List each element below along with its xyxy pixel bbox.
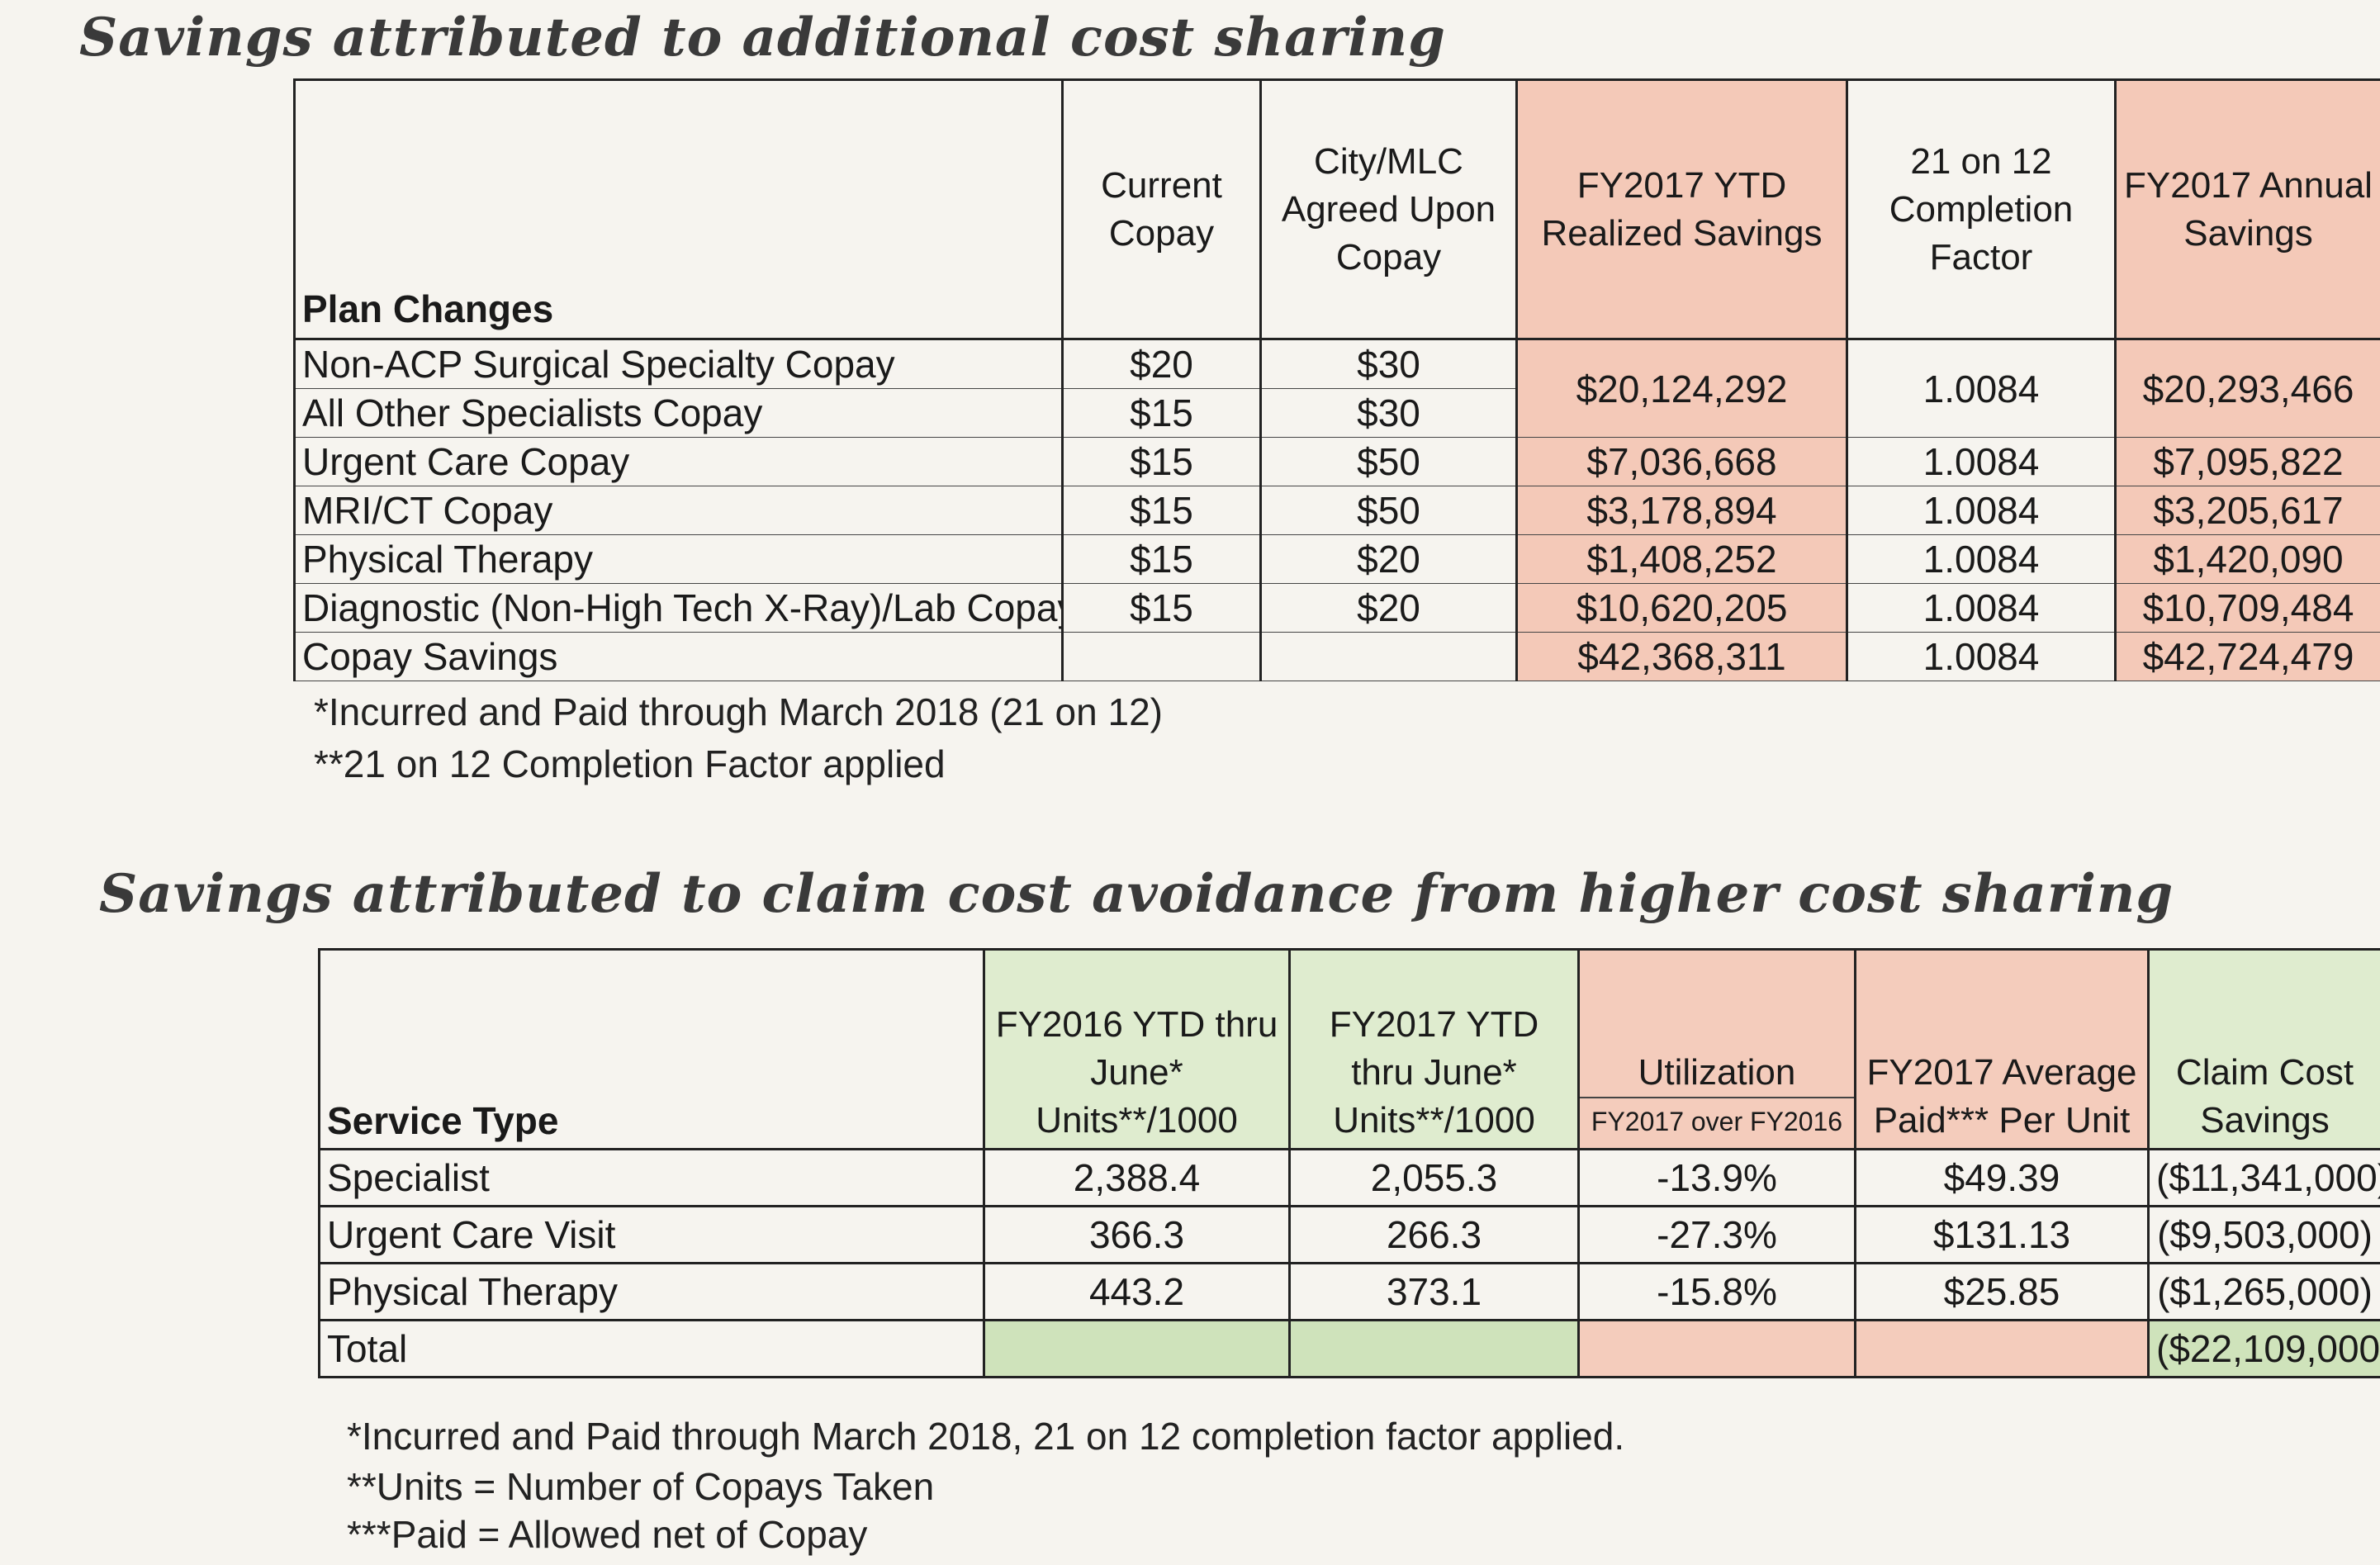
ytd-savings-cell: $20,124,292 bbox=[1515, 339, 1848, 438]
annual-savings-cell: $7,095,822 bbox=[2114, 437, 2380, 486]
avg-paid-cell: $49.39 bbox=[1854, 1148, 2150, 1207]
utilization-cell: -27.3% bbox=[1577, 1205, 1856, 1264]
section2-title: Savings attributed to claim cost avoidan… bbox=[99, 863, 2174, 925]
avg-paid-cell: $25.85 bbox=[1854, 1262, 2150, 1321]
utilization-cell: -15.8% bbox=[1577, 1262, 1856, 1321]
utilization-title: Utilization bbox=[1638, 1052, 1796, 1093]
table-header-row: Service Type FY2016 YTD thru June* Units… bbox=[318, 948, 2380, 1150]
annual-savings-cell: $10,709,484 bbox=[2114, 583, 2380, 633]
utilization-cell: -13.9% bbox=[1577, 1148, 1856, 1207]
plan-change-label: MRI/CT Copay bbox=[293, 486, 1064, 535]
completion-factor-cell: 1.0084 bbox=[1846, 632, 2117, 681]
plan-change-label: Non-ACP Surgical Specialty Copay bbox=[293, 339, 1064, 389]
ytd-savings-total: $42,368,311 bbox=[1515, 632, 1848, 681]
agreed-copay-cell: $20 bbox=[1259, 534, 1518, 584]
current-copay-cell: $15 bbox=[1061, 437, 1262, 486]
annual-savings-cell: $20,293,466 bbox=[2114, 339, 2380, 438]
plan-change-label: Urgent Care Copay bbox=[293, 437, 1064, 486]
fy2016-cell: 366.3 bbox=[983, 1205, 1291, 1264]
table-row-total: Total ($22,109,000) bbox=[318, 1319, 2380, 1378]
footnote: **Units = Number of Copays Taken bbox=[347, 1465, 935, 1508]
current-copay-cell: $15 bbox=[1061, 388, 1262, 438]
avg-paid-cell bbox=[1854, 1319, 2150, 1378]
fy2017-cell: 266.3 bbox=[1288, 1205, 1580, 1264]
annual-savings-cell: $3,205,617 bbox=[2114, 486, 2380, 535]
ytd-savings-header: FY2017 YTD Realized Savings bbox=[1515, 78, 1848, 340]
claim-savings-cell: ($1,265,000) bbox=[2147, 1262, 2380, 1321]
fy2016-header: FY2016 YTD thru June* Units**/1000 bbox=[983, 948, 1291, 1150]
table-row: Physical Therapy 443.2 373.1 -15.8% $25.… bbox=[318, 1262, 2380, 1321]
utilization-subtitle: FY2017 over FY2016 bbox=[1581, 1097, 1853, 1145]
annual-savings-total: $42,724,479 bbox=[2114, 632, 2380, 681]
agreed-copay-cell: $20 bbox=[1259, 583, 1518, 633]
ytd-savings-cell: $7,036,668 bbox=[1515, 437, 1848, 486]
current-copay-header: Current Copay bbox=[1061, 78, 1262, 340]
fy2016-cell: 2,388.4 bbox=[983, 1148, 1291, 1207]
footnote: *Incurred and Paid through March 2018 (2… bbox=[314, 690, 1163, 733]
table-row: Physical Therapy $15 $20 $1,408,252 1.00… bbox=[293, 534, 2380, 584]
service-type-cell: Specialist bbox=[318, 1148, 985, 1207]
section1-title: Savings attributed to additional cost sh… bbox=[79, 7, 1446, 69]
fy2017-cell bbox=[1288, 1319, 1580, 1378]
table-row: MRI/CT Copay $15 $50 $3,178,894 1.0084 $… bbox=[293, 486, 2380, 535]
plan-changes-header: Plan Changes bbox=[293, 78, 1064, 340]
avg-paid-header: FY2017 Average Paid*** Per Unit bbox=[1854, 948, 2150, 1150]
table-header-row: Plan Changes Current Copay City/MLC Agre… bbox=[293, 78, 2380, 340]
claim-savings-cell: ($11,341,000) bbox=[2147, 1148, 2380, 1207]
current-copay-cell: $15 bbox=[1061, 583, 1262, 633]
agreed-copay-cell: $30 bbox=[1259, 388, 1518, 438]
completion-factor-cell: 1.0084 bbox=[1846, 437, 2117, 486]
ytd-savings-cell: $3,178,894 bbox=[1515, 486, 1848, 535]
utilization-cell bbox=[1577, 1319, 1856, 1378]
agreed-copay-header: City/MLC Agreed Upon Copay bbox=[1259, 78, 1518, 340]
annual-savings-cell: $1,420,090 bbox=[2114, 534, 2380, 584]
agreed-copay-cell: $50 bbox=[1259, 437, 1518, 486]
fy2017-header: FY2017 YTD thru June* Units**/1000 bbox=[1288, 948, 1580, 1150]
completion-factor-header: 21 on 12 Completion Factor bbox=[1846, 78, 2117, 340]
annual-savings-header: FY2017 Annual Savings bbox=[2114, 78, 2380, 340]
plan-change-label: Diagnostic (Non-High Tech X-Ray)/Lab Cop… bbox=[293, 583, 1064, 633]
plan-change-label: Copay Savings bbox=[293, 632, 1064, 681]
table-row: All Other Specialists Copay $15 $30 bbox=[293, 388, 2380, 438]
claim-savings-cell: ($9,503,000) bbox=[2147, 1205, 2380, 1264]
table-row-total: Copay Savings $42,368,311 1.0084 $42,724… bbox=[293, 632, 2380, 681]
current-copay-cell: $15 bbox=[1061, 534, 1262, 584]
service-type-header: Service Type bbox=[318, 948, 985, 1150]
fy2017-cell: 2,055.3 bbox=[1288, 1148, 1580, 1207]
claim-savings-header: Claim Cost Savings bbox=[2147, 948, 2380, 1150]
utilization-header: Utilization FY2017 over FY2016 bbox=[1577, 948, 1856, 1150]
footnote: *Incurred and Paid through March 2018, 2… bbox=[347, 1415, 1625, 1458]
plan-change-label: Physical Therapy bbox=[293, 534, 1064, 584]
avg-paid-cell: $131.13 bbox=[1854, 1205, 2150, 1264]
footnote: **21 on 12 Completion Factor applied bbox=[314, 742, 946, 785]
table-row: Non-ACP Surgical Specialty Copay $20 $30… bbox=[293, 339, 2380, 438]
agreed-copay-cell: $50 bbox=[1259, 486, 1518, 535]
table-row: Urgent Care Visit 366.3 266.3 -27.3% $13… bbox=[318, 1205, 2380, 1264]
agreed-copay-cell: $30 bbox=[1259, 339, 1518, 389]
table-row: Urgent Care Copay $15 $50 $7,036,668 1.0… bbox=[293, 437, 2380, 486]
current-copay-cell bbox=[1061, 632, 1262, 681]
completion-factor-cell: 1.0084 bbox=[1846, 339, 2117, 438]
service-type-cell: Urgent Care Visit bbox=[318, 1205, 985, 1264]
cost-sharing-table: Plan Changes Current Copay City/MLC Agre… bbox=[293, 78, 2380, 681]
completion-factor-cell: 1.0084 bbox=[1846, 486, 2117, 535]
plan-change-label: All Other Specialists Copay bbox=[293, 388, 1064, 438]
completion-factor-cell: 1.0084 bbox=[1846, 534, 2117, 584]
completion-factor-cell: 1.0084 bbox=[1846, 583, 2117, 633]
fy2017-cell: 373.1 bbox=[1288, 1262, 1580, 1321]
current-copay-cell: $20 bbox=[1061, 339, 1262, 389]
service-type-cell: Total bbox=[318, 1319, 985, 1378]
claim-savings-total: ($22,109,000) bbox=[2147, 1319, 2380, 1378]
fy2016-cell bbox=[983, 1319, 1291, 1378]
ytd-savings-cell: $10,620,205 bbox=[1515, 583, 1848, 633]
fy2016-cell: 443.2 bbox=[983, 1262, 1291, 1321]
table-row: Diagnostic (Non-High Tech X-Ray)/Lab Cop… bbox=[293, 583, 2380, 633]
claim-avoidance-table: Service Type FY2016 YTD thru June* Units… bbox=[318, 948, 2380, 1378]
current-copay-cell: $15 bbox=[1061, 486, 1262, 535]
footnote: ***Paid = Allowed net of Copay bbox=[347, 1513, 868, 1556]
table-row: Specialist 2,388.4 2,055.3 -13.9% $49.39… bbox=[318, 1148, 2380, 1207]
service-type-cell: Physical Therapy bbox=[318, 1262, 985, 1321]
agreed-copay-cell bbox=[1259, 632, 1518, 681]
ytd-savings-cell: $1,408,252 bbox=[1515, 534, 1848, 584]
